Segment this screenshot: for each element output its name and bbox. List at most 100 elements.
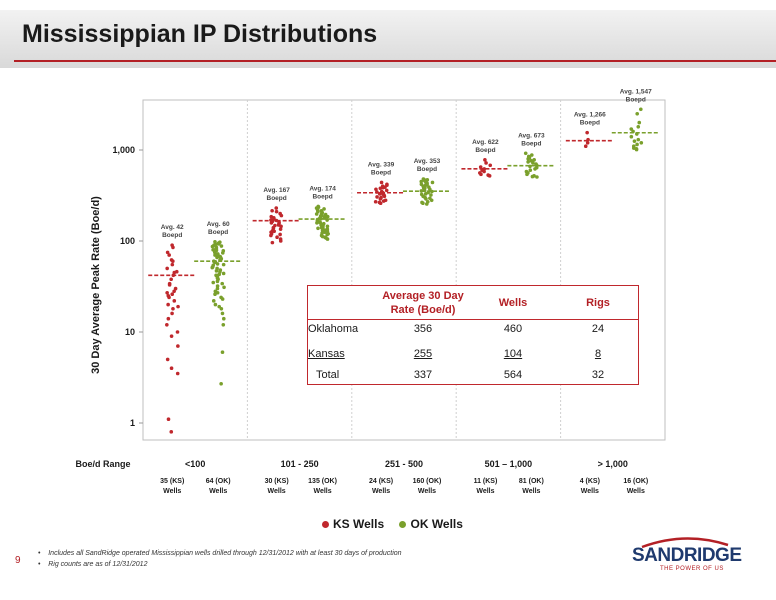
data-point <box>278 227 283 231</box>
x-category-label: 101 - 250 <box>281 459 319 469</box>
data-point <box>319 217 323 221</box>
average-label: Avg. 622 <box>472 139 499 146</box>
data-point <box>637 120 642 125</box>
wells-count-label: 135 (OK) <box>308 478 337 485</box>
wells-count-label: 4 (KS) <box>580 478 600 485</box>
average-unit-label: Boepd <box>312 193 332 200</box>
data-point <box>219 257 223 262</box>
header-rate: Average 30 Day Rate (Boe/d) <box>373 290 473 316</box>
data-point <box>221 271 226 276</box>
legend-label: OK Wells <box>410 517 463 531</box>
average-label: Avg. 673 <box>518 132 545 139</box>
data-point <box>270 208 274 213</box>
y-tick-label: 1,000 <box>112 145 135 155</box>
data-point <box>430 189 434 194</box>
data-point <box>419 189 424 193</box>
average-unit-label: Boepd <box>208 229 228 236</box>
data-point <box>165 250 170 255</box>
x-category-label: 251 - 500 <box>385 459 423 469</box>
data-point <box>172 289 176 294</box>
data-point <box>377 192 382 196</box>
data-point <box>171 259 175 263</box>
data-point <box>171 273 176 278</box>
sandridge-logo: SANDRIDGE <box>632 545 742 566</box>
title-bar <box>0 10 776 68</box>
data-point <box>424 197 428 201</box>
data-point <box>530 174 535 179</box>
wells-label: Wells <box>268 488 286 495</box>
data-point <box>273 223 277 228</box>
table-header-row: Average 30 Day Rate (Boe/d) Wells Rigs <box>308 290 638 320</box>
data-point <box>167 283 172 287</box>
legend-item-ok: OK Wells <box>399 517 463 531</box>
data-point <box>176 344 180 348</box>
y-tick-label: 1 <box>130 418 135 428</box>
data-point <box>166 302 170 307</box>
data-point <box>269 233 273 238</box>
average-unit-label: Boepd <box>580 120 600 127</box>
data-point <box>315 221 319 225</box>
data-point <box>217 304 222 309</box>
data-point <box>314 212 319 216</box>
footnote-text: Includes all SandRidge operated Mississi… <box>48 550 402 557</box>
row-rate: 337 <box>413 369 433 381</box>
legend-item-ks: KS Wells <box>322 517 384 531</box>
data-point <box>219 244 224 248</box>
data-point <box>167 253 171 257</box>
data-point <box>325 218 329 222</box>
data-point <box>169 430 174 434</box>
data-point <box>634 147 639 152</box>
data-point <box>215 252 219 257</box>
data-point <box>528 164 532 169</box>
data-point <box>429 193 433 197</box>
data-point <box>221 262 226 267</box>
average-label: Avg. 353 <box>414 158 441 165</box>
title-underline <box>14 60 776 62</box>
row-rate: 356 <box>413 323 433 335</box>
wells-label: Wells <box>372 488 390 495</box>
data-point <box>422 177 426 182</box>
data-point <box>170 311 174 316</box>
header-rate-line1: Average 30 Day <box>382 290 464 302</box>
wells-count-label: 64 (OK) <box>206 478 231 485</box>
footnote: • Includes all SandRidge operated Missis… <box>38 550 402 557</box>
page-title: Mississippian IP Distributions <box>22 20 378 48</box>
data-point <box>319 225 324 230</box>
data-point <box>487 174 492 178</box>
data-point <box>373 199 378 204</box>
data-point <box>222 285 226 290</box>
data-point <box>215 276 220 281</box>
average-label: Avg. 60 <box>207 221 230 228</box>
y-axis-title: 30 Day Average Peak Rate (Boe/d) <box>90 196 102 374</box>
data-point <box>374 187 378 192</box>
average-unit-label: Boepd <box>267 195 287 202</box>
data-point <box>479 172 483 177</box>
ok-dot-icon <box>399 521 407 529</box>
row-wells: 104 <box>503 348 523 360</box>
wells-count-label: 11 (KS) <box>474 478 498 485</box>
data-point <box>215 255 219 260</box>
data-point <box>423 192 428 196</box>
data-point <box>523 151 528 156</box>
data-point <box>170 262 175 267</box>
data-point <box>171 245 175 250</box>
data-point <box>171 306 175 311</box>
data-point <box>165 290 169 295</box>
row-rate: 255 <box>413 348 433 360</box>
header-wells: Wells <box>498 297 528 309</box>
data-point <box>165 357 170 362</box>
average-unit-label: Boepd <box>626 96 646 103</box>
data-point <box>220 311 225 316</box>
data-point <box>639 107 643 112</box>
data-point <box>325 232 329 237</box>
data-point <box>270 240 275 245</box>
data-point <box>322 215 327 220</box>
data-point <box>421 201 425 206</box>
data-point <box>274 209 279 214</box>
summary-table: Average 30 Day Rate (Boe/d) Wells Rigs O… <box>307 285 639 385</box>
data-point <box>586 137 590 142</box>
data-point <box>531 161 535 165</box>
logo-swoosh-icon <box>641 537 729 549</box>
data-point <box>220 281 225 286</box>
